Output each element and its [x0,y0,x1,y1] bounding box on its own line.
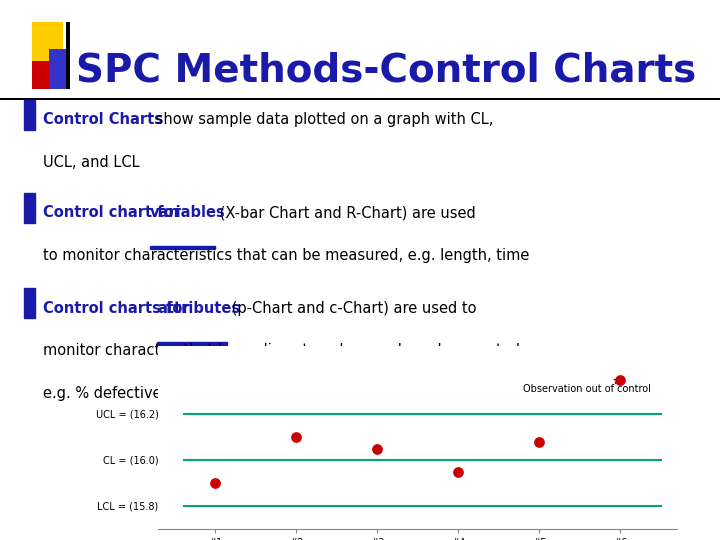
Bar [157,342,227,345]
Point [534,438,545,447]
Text: CL = (16.0): CL = (16.0) [103,455,158,465]
Bar [24,288,35,319]
Text: attributes: attributes [157,301,240,316]
Text: Control chart for: Control chart for [43,205,186,220]
Point [290,433,302,442]
Text: monitor character. that have discrete values and can be counted,: monitor character. that have discrete va… [43,343,525,359]
Point [452,468,464,476]
Text: e.g. % defective, no. of flaws in a shirt, no. of broken eggs in box: e.g. % defective, no. of flaws in a shir… [43,386,519,401]
Text: Observation out of control: Observation out of control [523,380,651,394]
Text: variables: variables [150,205,225,220]
Bar [24,193,35,223]
Text: (p-Chart and c-Chart) are used to: (p-Chart and c-Chart) are used to [227,301,477,316]
Text: to monitor characteristics that can be measured, e.g. length, time: to monitor characteristics that can be m… [43,248,530,263]
Text: UCL = (16.2): UCL = (16.2) [96,409,158,420]
Point [614,376,626,384]
Point [372,444,383,453]
Text: Control Charts: Control Charts [43,112,163,127]
Text: Control charts for: Control charts for [43,301,195,316]
Text: (X-bar Chart and R-Chart) are used: (X-bar Chart and R-Chart) are used [215,205,476,220]
Point [210,479,221,488]
Text: LCL = (15.8): LCL = (15.8) [97,501,158,511]
Text: UCL, and LCL: UCL, and LCL [43,155,140,170]
Text: show sample data plotted on a graph with CL,: show sample data plotted on a graph with… [151,112,494,127]
Text: SPC Methods-Control Charts: SPC Methods-Control Charts [76,51,696,89]
Bar [24,100,35,130]
Bar [150,246,215,249]
